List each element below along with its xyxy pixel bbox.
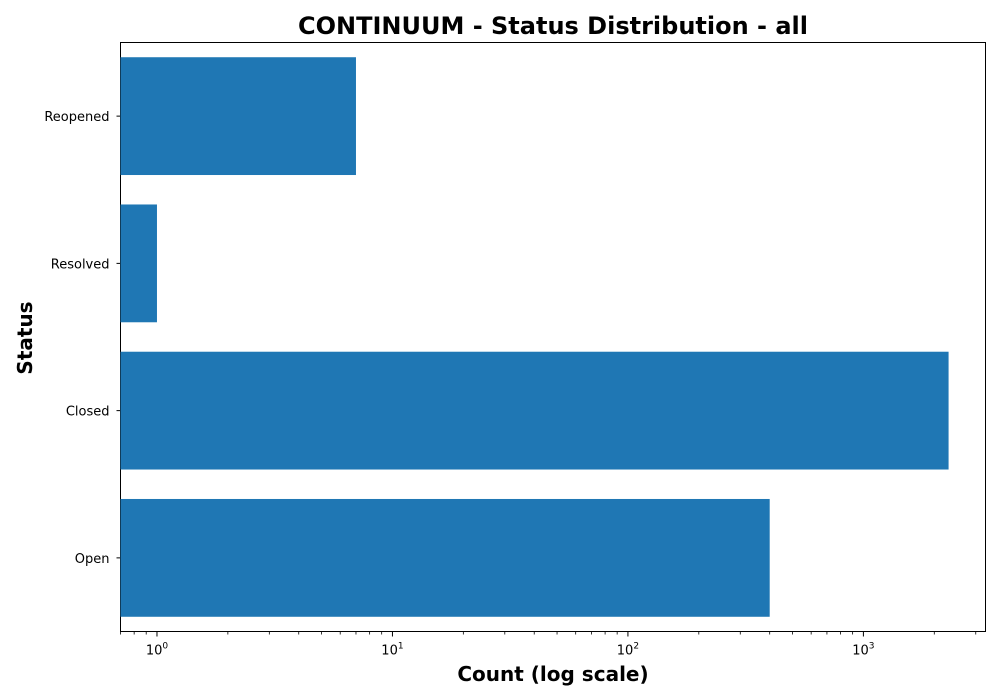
bar-reopened bbox=[120, 57, 356, 176]
bars-layer bbox=[120, 57, 949, 617]
chart-title: CONTINUUM - Status Distribution - all bbox=[298, 12, 808, 40]
x-tick-label: 101 bbox=[381, 642, 403, 659]
x-tick-label: 100 bbox=[146, 642, 169, 659]
x-tick-label: 103 bbox=[852, 642, 874, 659]
y-axis: Open Closed Resolved Reopened bbox=[44, 110, 121, 567]
plot-area-frame bbox=[120, 42, 986, 632]
x-axis: 100 101 102 103 bbox=[120, 631, 977, 659]
bar-resolved bbox=[120, 204, 157, 323]
y-axis-label: Status bbox=[13, 301, 37, 374]
x-axis-label: Count (log scale) bbox=[457, 662, 648, 686]
x-tick-label: 102 bbox=[617, 642, 639, 659]
y-tick-label-open: Open bbox=[75, 552, 110, 567]
bar-closed bbox=[120, 351, 949, 470]
y-tick-label-closed: Closed bbox=[66, 405, 110, 420]
bar-open bbox=[120, 498, 770, 617]
y-tick-label-reopened: Reopened bbox=[44, 110, 109, 125]
y-tick-label-resolved: Resolved bbox=[51, 257, 110, 272]
